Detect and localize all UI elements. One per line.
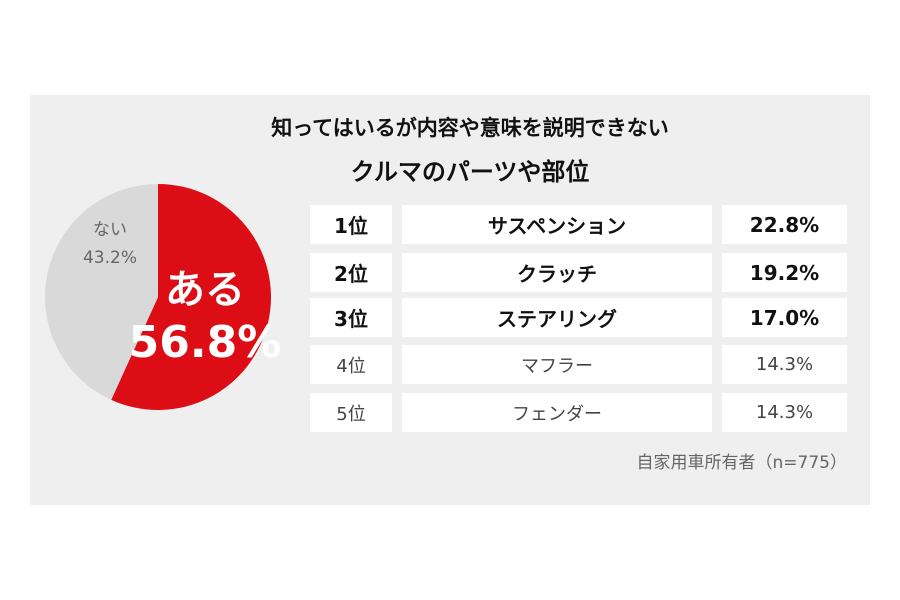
slice-value: 56.8% (129, 317, 282, 368)
rank: 3位 (310, 298, 392, 337)
rank: 2位 (310, 253, 392, 292)
percentage: 22.8% (722, 205, 847, 244)
slice-label: ある (165, 267, 245, 313)
table-row: 4位 マフラー 14.3% (310, 345, 847, 384)
percentage: 14.3% (722, 345, 847, 384)
title-line: 知ってはいるが内容や意味を説明できない (271, 116, 669, 140)
rank: 4位 (310, 345, 392, 384)
part-name: マフラー (402, 345, 712, 384)
table-row: 3位 ステアリング 17.0% (310, 298, 847, 337)
rank: 5位 (310, 393, 392, 432)
slice-value: 43.2% (83, 248, 137, 268)
percentage: 14.3% (722, 393, 847, 432)
part-name: クラッチ (402, 253, 712, 292)
footnote: 自家用車所有者（n=775） (636, 453, 847, 473)
part-name: フェンダー (402, 393, 712, 432)
title-line: クルマのパーツや部位 (350, 158, 590, 186)
table-row: 1位 サスペンション 22.8% (310, 205, 847, 244)
slice-label: ない (93, 220, 127, 240)
pie-slice (111, 184, 272, 410)
part-name: サスペンション (402, 205, 712, 244)
part-name: ステアリング (402, 298, 712, 337)
table-row: 5位 フェンダー 14.3% (310, 393, 847, 432)
rank: 1位 (310, 205, 392, 244)
pie-slice (45, 184, 159, 400)
percentage: 17.0% (722, 298, 847, 337)
table-row: 2位 クラッチ 19.2% (310, 253, 847, 292)
percentage: 19.2% (722, 253, 847, 292)
